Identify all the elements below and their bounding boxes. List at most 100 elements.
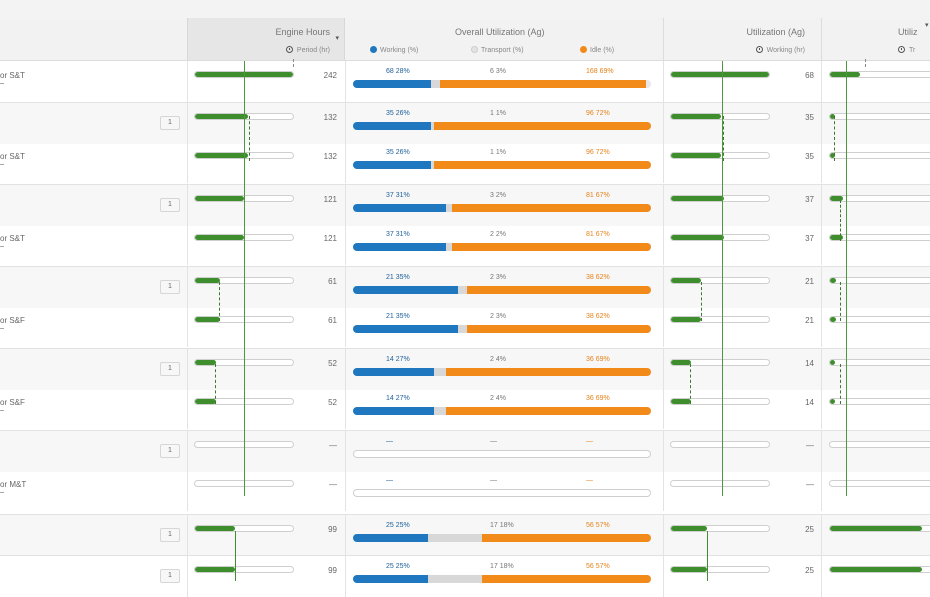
utilization-value: 21 bbox=[805, 316, 814, 325]
utilization-2-header[interactable]: Utiliz ▾ Tr bbox=[821, 18, 930, 60]
column-divider bbox=[187, 431, 188, 472]
count-badge[interactable]: 1 bbox=[160, 362, 180, 376]
legend-working: Working (%) bbox=[370, 46, 418, 54]
transport-value: 2 2% bbox=[490, 231, 506, 238]
table-row[interactable]: 1 52 14 27% 2 4% 36 69% 14 bbox=[0, 348, 930, 390]
work-segment bbox=[353, 575, 429, 583]
utilization-2-fill bbox=[830, 114, 836, 119]
engine-hours-value: 61 bbox=[328, 277, 337, 286]
engine-hours-fill bbox=[195, 567, 236, 572]
utilization-2-bar bbox=[829, 195, 930, 202]
column-divider bbox=[821, 515, 822, 556]
column-divider bbox=[821, 224, 822, 265]
utilization-value: 37 bbox=[805, 234, 814, 243]
trans-segment bbox=[431, 122, 435, 130]
transport-value: — bbox=[490, 477, 497, 484]
table-row[interactable]: or S&T 132 35 26% 1 1% 96 72% 35 bbox=[0, 142, 930, 183]
count-badge[interactable]: 1 bbox=[160, 569, 180, 583]
working-value: 35 26% bbox=[386, 110, 410, 117]
utilization-2-bar bbox=[829, 398, 930, 405]
table-row[interactable]: or S&F 61 21 35% 2 3% 38 62% 21 bbox=[0, 306, 930, 347]
engine-hours-fill bbox=[195, 114, 249, 119]
overall-utilization-bar bbox=[353, 161, 651, 169]
pair-connector bbox=[834, 116, 835, 161]
idle-value: 38 62% bbox=[586, 313, 610, 320]
column-divider bbox=[345, 515, 346, 556]
trans-segment bbox=[431, 161, 435, 169]
pair-connector bbox=[249, 116, 250, 161]
count-badge[interactable]: 1 bbox=[160, 444, 180, 458]
count-badge[interactable]: 1 bbox=[160, 528, 180, 542]
overall-utilization-bar bbox=[353, 450, 651, 458]
engine-hours-value: 121 bbox=[323, 234, 337, 243]
utilization-header[interactable]: Utilization (Ag) Working (hr) bbox=[663, 18, 821, 60]
idle-value: 56 57% bbox=[586, 563, 610, 570]
utilization-2-bar bbox=[829, 525, 930, 532]
utilization-2-fill bbox=[830, 567, 922, 572]
legend-idle: Idle (%) bbox=[580, 46, 614, 54]
utilization-fill bbox=[671, 72, 769, 77]
sort-desc-icon[interactable]: ▾ bbox=[925, 22, 929, 29]
row-label: or S&T bbox=[0, 234, 25, 243]
utilization-2-reference-line bbox=[846, 61, 847, 496]
idle-value: — bbox=[586, 438, 593, 445]
table-row[interactable]: or S&F 52 14 27% 2 4% 36 69% 14 bbox=[0, 388, 930, 429]
legend-working-label: Working (%) bbox=[380, 47, 419, 54]
column-divider bbox=[663, 470, 664, 511]
utilization-value: — bbox=[806, 441, 814, 450]
trans-segment bbox=[458, 286, 468, 294]
count-badge[interactable]: 1 bbox=[160, 280, 180, 294]
table-row[interactable]: 1 99 25 25% 17 18% 56 57% 25 bbox=[0, 555, 930, 597]
utilization-fill bbox=[671, 235, 725, 240]
table-row[interactable]: 1 — — — — — bbox=[0, 430, 930, 472]
column-divider bbox=[821, 61, 822, 102]
overall-utilization-header[interactable]: Overall Utilization (Ag) Working (%) Tra… bbox=[345, 18, 663, 60]
utilization-bar bbox=[670, 566, 770, 573]
column-divider bbox=[187, 470, 188, 511]
table-row[interactable]: 1 121 37 31% 3 2% 81 67% 37 bbox=[0, 184, 930, 226]
utilization-fill bbox=[671, 153, 722, 158]
utilization-reference-line bbox=[722, 61, 723, 496]
utilization-title: Utilization (Ag) bbox=[746, 27, 805, 37]
table-row[interactable]: or M&T — — — — — bbox=[0, 470, 930, 511]
engine-hours-header[interactable]: Engine Hours ▾ Period (hr) bbox=[187, 18, 345, 60]
utilization-2-bar bbox=[829, 566, 930, 573]
work-segment bbox=[353, 368, 435, 376]
engine-hours-fill bbox=[195, 399, 217, 404]
row-label-dash bbox=[0, 246, 4, 247]
clock-icon bbox=[898, 46, 905, 53]
table-row[interactable]: 1 99 25 25% 17 18% 56 57% 25 bbox=[0, 514, 930, 556]
row-label-dash bbox=[0, 328, 4, 329]
utilization-2-fill bbox=[830, 399, 836, 404]
utilization-2-fill bbox=[830, 196, 843, 201]
pair-connector bbox=[219, 282, 220, 321]
overall-utilization-bar bbox=[353, 243, 651, 251]
engine-hours-value: 132 bbox=[323, 113, 337, 122]
column-divider bbox=[821, 470, 822, 511]
table-row[interactable]: 1 61 21 35% 2 3% 38 62% 21 bbox=[0, 266, 930, 308]
idle-segment bbox=[446, 368, 651, 376]
idle-value: 81 67% bbox=[586, 231, 610, 238]
table-row[interactable]: 1 132 35 26% 1 1% 96 72% 35 bbox=[0, 102, 930, 144]
work-segment bbox=[353, 161, 432, 169]
row-label-dash bbox=[0, 164, 4, 165]
column-divider bbox=[187, 103, 188, 144]
idle-value: 81 67% bbox=[586, 192, 610, 199]
column-divider bbox=[345, 61, 346, 102]
overall-utilization-bar bbox=[353, 489, 651, 497]
working-value: 25 25% bbox=[386, 522, 410, 529]
column-divider bbox=[663, 185, 664, 226]
legend-transport-label: Transport (%) bbox=[481, 47, 524, 54]
utilization-bar bbox=[670, 234, 770, 241]
table-row[interactable]: or S&T 242 68 28% 6 3% 168 69% 68 bbox=[0, 61, 930, 102]
table-row[interactable]: or S&T 121 37 31% 2 2% 81 67% 37 bbox=[0, 224, 930, 265]
work-segment bbox=[353, 286, 459, 294]
clock-icon bbox=[285, 46, 293, 53]
sort-desc-icon[interactable]: ▾ bbox=[335, 35, 339, 42]
count-badge[interactable]: 1 bbox=[160, 198, 180, 212]
count-badge[interactable]: 1 bbox=[160, 116, 180, 130]
engine-hours-value: 242 bbox=[323, 71, 337, 80]
top-strip bbox=[0, 0, 930, 18]
overall-utilization-bar bbox=[353, 407, 651, 415]
working-value: 21 35% bbox=[386, 274, 410, 281]
